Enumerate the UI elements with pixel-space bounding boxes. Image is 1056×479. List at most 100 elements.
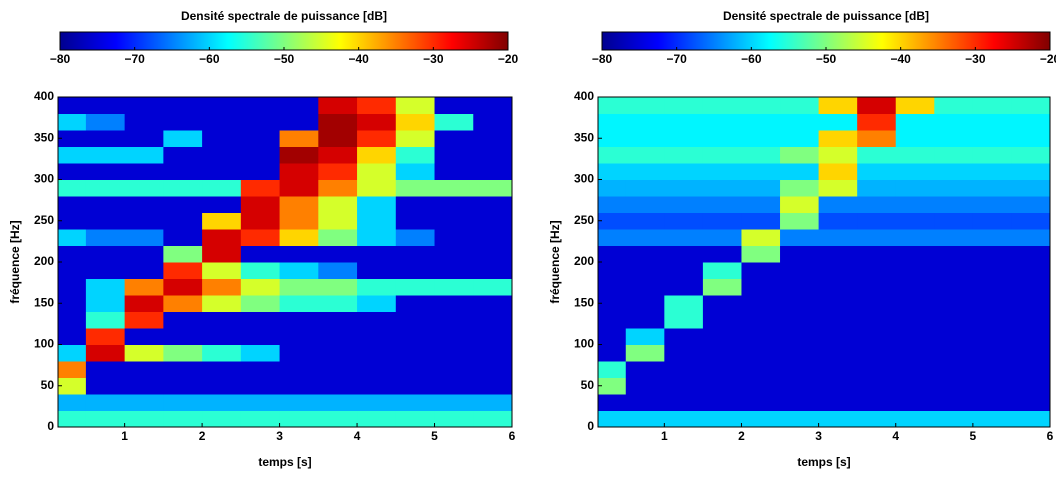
- cell: [473, 328, 512, 345]
- cell: [702, 212, 742, 230]
- cell: [357, 328, 397, 345]
- y-tick-label: 200: [574, 254, 594, 268]
- cell: [741, 394, 781, 411]
- cell: [972, 212, 1012, 230]
- cell: [664, 229, 704, 246]
- y-tick-label: 0: [587, 419, 594, 433]
- cell: [780, 295, 820, 312]
- cell: [240, 361, 281, 378]
- x-tick-label: 6: [1047, 429, 1054, 443]
- y-tick-label: 350: [34, 130, 54, 144]
- cell: [163, 130, 203, 147]
- cell: [163, 377, 203, 395]
- x-tick-label: 1: [121, 429, 128, 443]
- cell: [895, 130, 935, 147]
- cell: [780, 328, 820, 345]
- y-tick-label: 350: [574, 130, 594, 144]
- cell: [598, 394, 627, 411]
- cell: [664, 97, 704, 114]
- cell: [780, 311, 820, 329]
- cell: [934, 377, 974, 395]
- cell: [318, 361, 358, 378]
- cell: [702, 97, 742, 114]
- cell: [895, 229, 935, 246]
- cell: [702, 262, 742, 279]
- cell: [240, 113, 281, 131]
- cell: [240, 212, 281, 230]
- cell: [473, 394, 512, 411]
- cell: [202, 262, 242, 279]
- cell: [1011, 130, 1050, 147]
- cell: [702, 146, 742, 164]
- cell: [434, 146, 474, 164]
- cell: [741, 245, 781, 263]
- cell: [598, 278, 627, 296]
- cell: [240, 410, 281, 427]
- cell: [85, 328, 126, 345]
- cell: [972, 295, 1012, 312]
- cell: [473, 245, 512, 263]
- cell: [1011, 163, 1050, 180]
- cell: [972, 245, 1012, 263]
- cell: [1011, 295, 1050, 312]
- cell: [1011, 212, 1050, 230]
- colorbar-title: Densité spectrale de puissance [dB]: [181, 9, 387, 23]
- cell: [857, 196, 897, 213]
- cell: [395, 212, 436, 230]
- cell: [895, 361, 935, 378]
- cell: [895, 262, 935, 279]
- cell: [58, 113, 87, 131]
- cell: [857, 344, 897, 362]
- cell: [279, 97, 319, 114]
- cell: [279, 377, 319, 395]
- cell: [318, 328, 358, 345]
- cell: [598, 130, 627, 147]
- cell: [202, 212, 242, 230]
- cell: [279, 146, 319, 164]
- cell: [664, 295, 704, 312]
- cell: [972, 97, 1012, 114]
- x-tick-label: 2: [738, 429, 745, 443]
- cell: [972, 113, 1012, 131]
- cell: [664, 130, 704, 147]
- cell: [124, 410, 164, 427]
- cell: [163, 245, 203, 263]
- cell: [780, 377, 820, 395]
- cell: [434, 328, 474, 345]
- cell: [395, 262, 436, 279]
- cell: [434, 245, 474, 263]
- cell: [664, 278, 704, 296]
- cell: [818, 377, 858, 395]
- cell: [598, 311, 627, 329]
- cell: [625, 163, 665, 180]
- cell: [124, 97, 164, 114]
- cell: [473, 262, 512, 279]
- cell: [702, 394, 742, 411]
- cell: [434, 196, 474, 213]
- cell: [934, 163, 974, 180]
- cell: [818, 212, 858, 230]
- cell: [395, 328, 436, 345]
- cell: [357, 377, 397, 395]
- cell: [934, 229, 974, 246]
- cell: [240, 262, 281, 279]
- cell: [818, 410, 858, 427]
- cell: [473, 97, 512, 114]
- cell: [598, 410, 627, 427]
- colorbar-tick-label: −50: [816, 52, 837, 66]
- colorbar-tick-label: −60: [199, 52, 220, 66]
- x-tick-label: 5: [970, 429, 977, 443]
- cell: [857, 229, 897, 246]
- cell: [741, 179, 781, 197]
- cell: [395, 377, 436, 395]
- cell: [163, 361, 203, 378]
- cell: [972, 394, 1012, 411]
- cell: [202, 229, 242, 246]
- cell: [357, 163, 397, 180]
- cell: [664, 410, 704, 427]
- x-tick-label: 3: [276, 429, 283, 443]
- cell: [58, 196, 87, 213]
- cell: [163, 229, 203, 246]
- cell: [598, 262, 627, 279]
- cell: [741, 377, 781, 395]
